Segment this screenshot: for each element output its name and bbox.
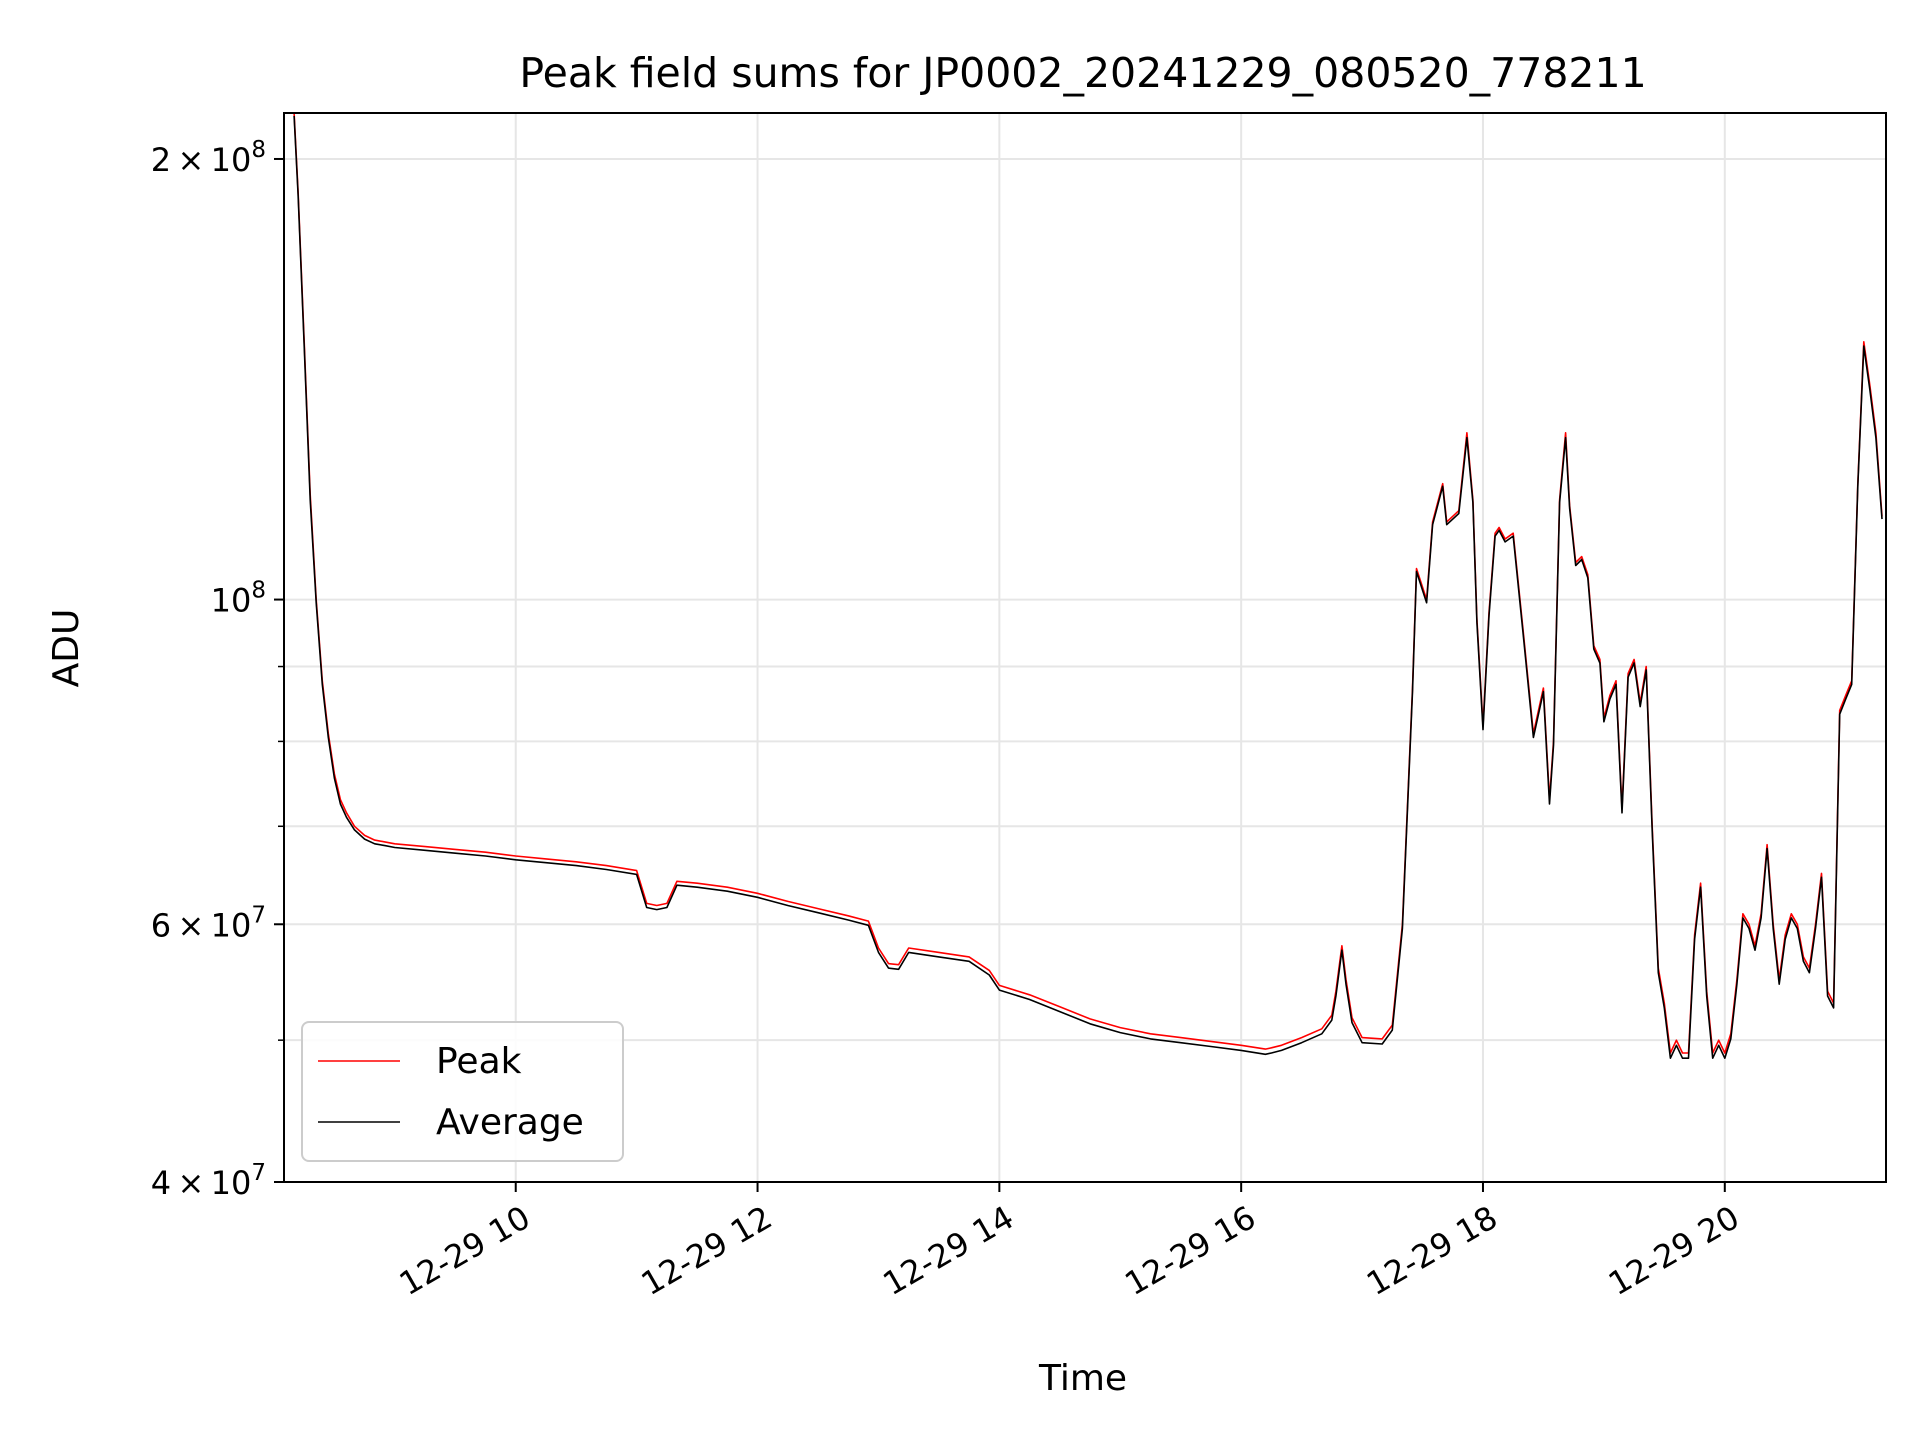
y-tick-label: 108	[211, 578, 266, 620]
legend-label-peak: Peak	[436, 1041, 522, 1082]
series-lines	[293, 113, 1883, 1059]
x-axis-ticks: 12-29 10 12-29 12 12-29 14 12-29 16 12-29 18…	[393, 1182, 1746, 1303]
y-tick-label: 2 × 108	[151, 137, 266, 179]
legend-label-average: Average	[436, 1102, 584, 1143]
y-axis-ticks: 4 × 107 6 × 107 108 2 × 108	[151, 137, 284, 1202]
series-line-average	[293, 115, 1883, 1059]
y-tick-label: 6 × 107	[151, 902, 266, 944]
x-tick-label: 12-29 10	[393, 1198, 537, 1303]
x-tick-label: 12-29 12	[635, 1198, 779, 1303]
x-tick-label: 12-29 20	[1602, 1198, 1746, 1303]
legend-box	[301, 1021, 624, 1162]
series-line-peak	[293, 113, 1883, 1054]
x-axis-label: Time	[1038, 1358, 1127, 1399]
x-tick-label: 12-29 14	[877, 1198, 1021, 1303]
plot-frame	[283, 112, 1887, 1183]
x-tick-label: 12-29 16	[1118, 1198, 1262, 1303]
y-axis-label: ADU	[46, 609, 87, 688]
y-tick-label: 4 × 107	[151, 1160, 266, 1202]
x-tick-label: 12-29 18	[1360, 1198, 1504, 1303]
legend: Peak Average	[301, 1021, 624, 1162]
chart-title: Peak field sums for JP0002_20241229_0805…	[519, 49, 1646, 97]
